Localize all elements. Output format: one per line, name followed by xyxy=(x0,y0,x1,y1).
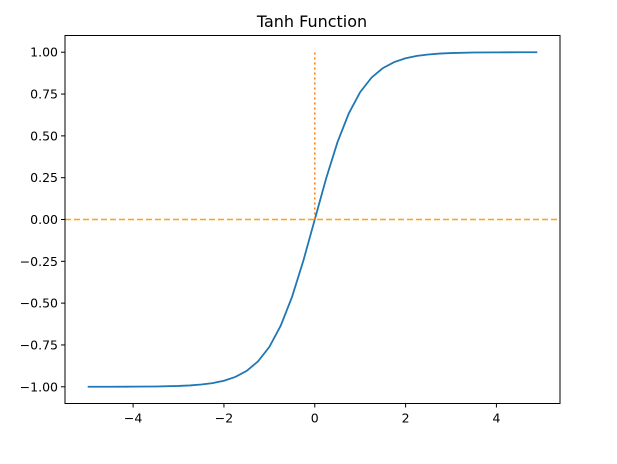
y-tick-label: 0.75 xyxy=(30,87,58,102)
y-tick-label: −0.50 xyxy=(20,296,58,311)
y-tick-label: −1.00 xyxy=(20,379,58,394)
x-tick-label: 2 xyxy=(402,411,410,426)
y-tick-label: 1.00 xyxy=(30,45,58,60)
chart-title: Tanh Function xyxy=(256,12,367,31)
x-tick-label: −4 xyxy=(124,411,142,426)
plot-area xyxy=(65,51,560,388)
y-tick-label: −0.25 xyxy=(20,254,58,269)
y-tick-label: 0.25 xyxy=(30,170,58,185)
y-tick-label: −0.75 xyxy=(20,337,58,352)
x-tick-label: −2 xyxy=(215,411,233,426)
x-axis: −4 −2 0 2 4 xyxy=(124,403,500,426)
x-tick-label: 4 xyxy=(492,411,500,426)
x-tick-label: 0 xyxy=(311,411,319,426)
y-axis: 1.00 0.75 0.50 0.25 0.00 −0.25 −0.50 −0.75 −1.00 xyxy=(20,45,65,394)
y-tick-label: 0.00 xyxy=(30,212,58,227)
y-tick-label: 0.50 xyxy=(30,128,58,143)
